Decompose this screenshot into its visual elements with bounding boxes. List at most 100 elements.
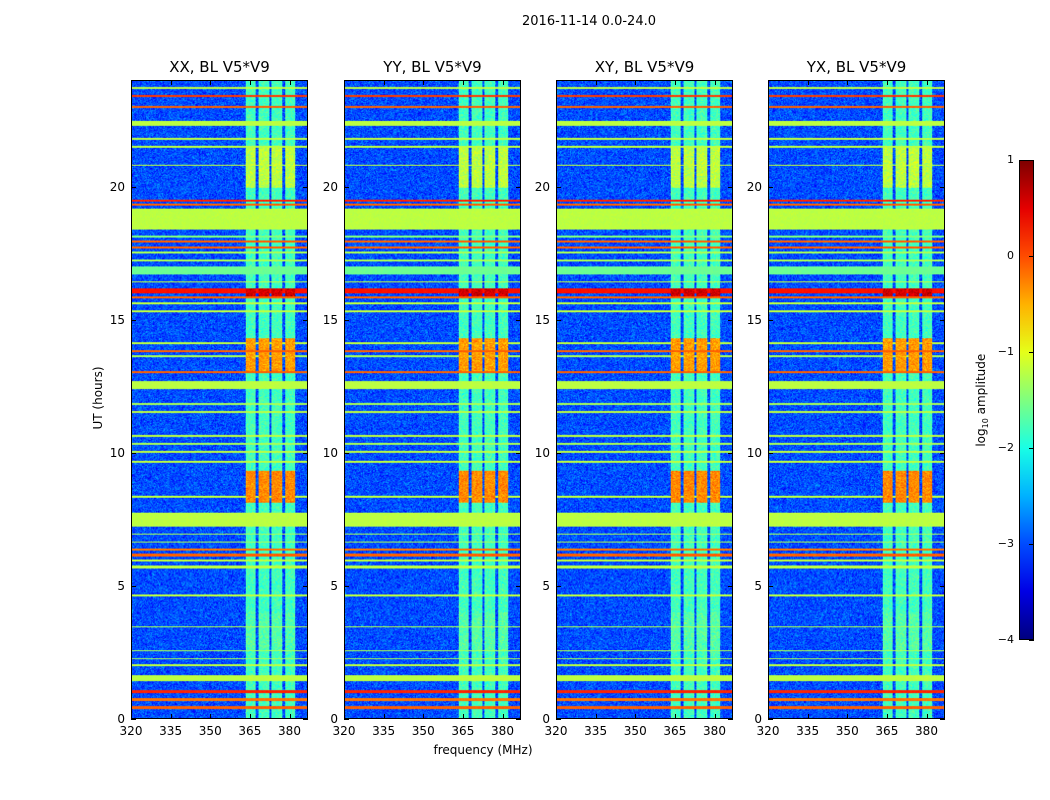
colorbar-tick-mark <box>1029 640 1034 641</box>
x-tick-label: 380 <box>278 724 301 738</box>
y-tick-mark <box>556 186 561 188</box>
x-tick-mark <box>926 80 928 85</box>
y-tick-label: 10 <box>746 445 762 460</box>
x-tick-mark <box>556 80 557 85</box>
figure-title: 2016-11-14 0.0-24.0 <box>522 14 656 29</box>
colorbar-tick-mark <box>1029 160 1034 161</box>
x-tick-mark <box>462 714 464 719</box>
colorbar-tick-label: −1 <box>997 345 1014 358</box>
x-tick-mark <box>170 714 172 719</box>
x-tick-mark <box>289 80 291 85</box>
x-tick-mark <box>674 714 676 719</box>
y-tick-mark <box>940 585 945 587</box>
y-tick-label: 5 <box>754 578 762 593</box>
y-tick-mark <box>516 452 521 454</box>
x-tick-mark <box>462 80 464 85</box>
y-tick-label: 10 <box>534 445 550 460</box>
x-tick-mark <box>249 714 251 719</box>
x-tick-label: 350 <box>623 724 647 738</box>
colorbar-tick-label: 0 <box>1007 249 1014 262</box>
x-tick-mark <box>423 80 425 85</box>
x-tick-mark <box>502 714 504 719</box>
y-tick-mark <box>728 186 733 188</box>
y-tick-label: 20 <box>109 179 125 194</box>
y-tick-label: 10 <box>322 445 338 460</box>
heatmap-yy <box>345 81 520 718</box>
x-tick-mark <box>344 80 345 85</box>
x-tick-label: 350 <box>835 724 859 738</box>
y-tick-mark <box>728 719 733 720</box>
x-tick-mark <box>289 714 291 719</box>
colorbar-tick-mark <box>1029 352 1034 353</box>
x-tick-mark <box>714 80 716 85</box>
y-tick-label: 15 <box>109 312 125 327</box>
y-tick-mark <box>303 186 308 188</box>
x-tick-mark <box>131 80 132 85</box>
x-tick-label: 350 <box>411 724 435 738</box>
colorbar-tick-label: −3 <box>997 537 1014 550</box>
y-tick-mark <box>131 719 136 720</box>
y-tick-mark <box>344 186 349 188</box>
x-tick-mark <box>926 714 928 719</box>
y-axis-label: UT (hours) <box>91 366 105 430</box>
x-tick-label: 335 <box>159 724 183 738</box>
x-tick-mark <box>768 714 769 719</box>
y-tick-label: 5 <box>542 578 550 593</box>
y-tick-label: 0 <box>330 712 338 726</box>
x-tick-mark <box>847 80 849 85</box>
y-tick-mark <box>728 319 733 321</box>
colorbar-tick-label: 1 <box>1007 153 1014 166</box>
y-tick-mark <box>131 452 136 454</box>
x-tick-mark <box>674 80 676 85</box>
x-tick-label: 320 <box>544 724 568 738</box>
colorbar-tick-mark <box>1029 448 1034 449</box>
y-tick-mark <box>768 186 773 188</box>
y-tick-mark <box>940 186 945 188</box>
y-tick-mark <box>344 452 349 454</box>
panel-xx <box>131 80 308 719</box>
y-tick-mark <box>516 186 521 188</box>
x-tick-mark <box>886 714 888 719</box>
y-tick-mark <box>303 452 308 454</box>
x-tick-mark <box>847 714 849 719</box>
x-tick-label: 365 <box>451 724 475 738</box>
x-tick-mark <box>170 80 172 85</box>
x-tick-mark <box>423 714 425 719</box>
y-tick-mark <box>516 319 521 321</box>
x-tick-label: 380 <box>491 724 514 738</box>
colorbar-label-sub: 10 <box>981 418 991 429</box>
y-tick-label: 0 <box>754 712 762 726</box>
y-tick-mark <box>728 452 733 454</box>
colorbar-tick-label: −4 <box>997 633 1014 646</box>
x-tick-mark <box>635 80 637 85</box>
heatmap-xx <box>132 81 307 718</box>
panel-yy <box>344 80 521 719</box>
y-tick-label: 15 <box>322 312 338 327</box>
y-tick-mark <box>728 585 733 587</box>
y-tick-mark <box>940 452 945 454</box>
y-tick-mark <box>556 585 561 587</box>
x-tick-label: 320 <box>332 724 356 738</box>
y-tick-mark <box>303 319 308 321</box>
panel-title-xy: XY, BL V5*V9 <box>594 58 695 76</box>
y-tick-mark <box>344 719 349 720</box>
y-tick-label: 15 <box>534 312 550 327</box>
y-tick-label: 20 <box>534 179 550 194</box>
x-tick-mark <box>556 714 557 719</box>
x-tick-label: 350 <box>198 724 222 738</box>
x-tick-mark <box>249 80 251 85</box>
y-tick-label: 20 <box>322 179 338 194</box>
colorbar <box>1019 160 1034 640</box>
y-tick-mark <box>131 585 136 587</box>
heatmap-yx <box>769 81 944 718</box>
x-tick-label: 320 <box>756 724 780 738</box>
heatmap-xy <box>557 81 732 718</box>
x-tick-label: 335 <box>584 724 608 738</box>
x-tick-mark <box>383 714 385 719</box>
x-tick-mark <box>714 714 716 719</box>
y-tick-label: 20 <box>746 179 762 194</box>
y-tick-mark <box>303 585 308 587</box>
x-tick-mark <box>768 80 769 85</box>
y-tick-mark <box>556 319 561 321</box>
